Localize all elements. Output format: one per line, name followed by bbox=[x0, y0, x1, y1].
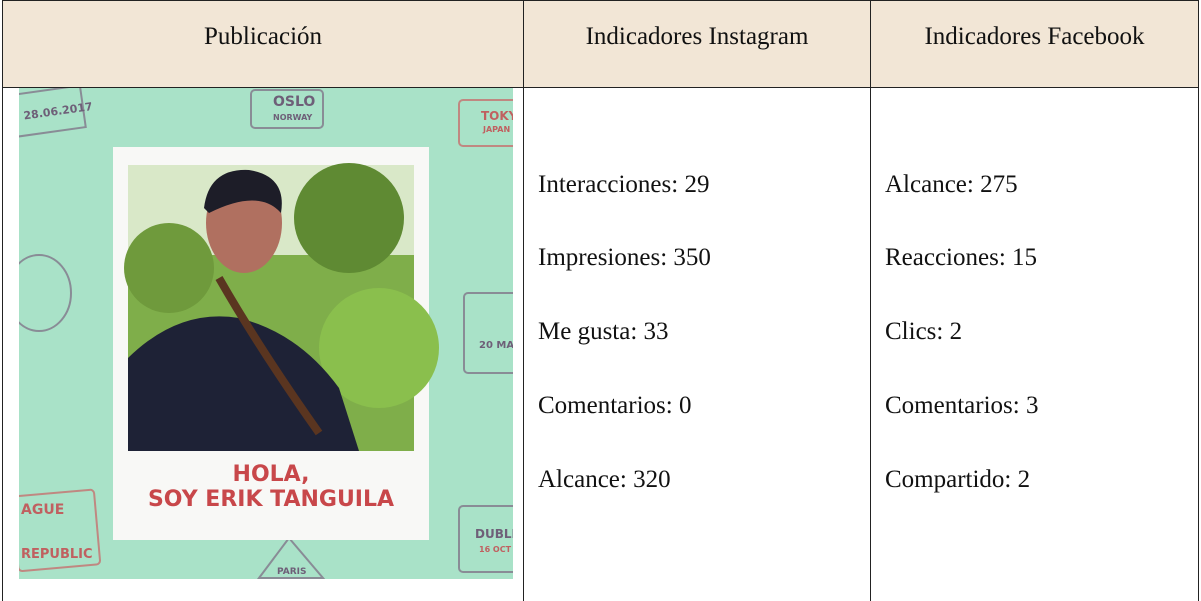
indicator: Reacciones: 15 bbox=[885, 244, 1038, 271]
stamp-text: AGUE bbox=[21, 502, 64, 518]
indicator: Comentarios: 3 bbox=[885, 392, 1039, 419]
indicator: Clics: 2 bbox=[885, 318, 963, 345]
facebook-cell: Alcance: 275 Reacciones: 15 Clics: 2 Com… bbox=[870, 87, 1199, 601]
stamp-text: NORWAY bbox=[273, 113, 313, 122]
header-cell: Publicación bbox=[2, 0, 524, 88]
indicator: Me gusta: 33 bbox=[538, 318, 669, 345]
stamp-text: REPUBLIC bbox=[21, 547, 93, 562]
indicator: Comentarios: 0 bbox=[538, 392, 692, 419]
indicator: Alcance: 275 bbox=[885, 171, 1018, 198]
header-cell: Indicadores Facebook bbox=[870, 0, 1199, 88]
indicator: Alcance: 320 bbox=[538, 466, 671, 493]
stamp-text: 20 MAY bbox=[479, 340, 513, 351]
caption: SOY ERIK TANGUILA bbox=[148, 487, 394, 512]
post-image: 28.06.2017 OSLO NORWAY TOKYO JAPAN 20 MA… bbox=[19, 88, 513, 579]
caption: HOLA, bbox=[233, 462, 310, 487]
stamp-text: PARIS bbox=[277, 567, 307, 577]
indicator: Impresiones: 350 bbox=[538, 244, 711, 271]
image-cell: 28.06.2017 OSLO NORWAY TOKYO JAPAN 20 MA… bbox=[2, 87, 524, 601]
stamp-text: 16 OCT bbox=[479, 545, 512, 554]
stamp-text: JAPAN bbox=[482, 125, 510, 134]
stamp-text: TOKYO bbox=[481, 109, 513, 123]
stamp-text: DUBLI bbox=[475, 527, 513, 541]
stamp-text: OSLO bbox=[273, 94, 315, 110]
indicator: Interacciones: 29 bbox=[538, 171, 710, 198]
header-cell: Indicadores Instagram bbox=[523, 0, 871, 88]
instagram-cell: Interacciones: 29 Impresiones: 350 Me gu… bbox=[523, 87, 871, 601]
indicator: Compartido: 2 bbox=[885, 466, 1031, 493]
